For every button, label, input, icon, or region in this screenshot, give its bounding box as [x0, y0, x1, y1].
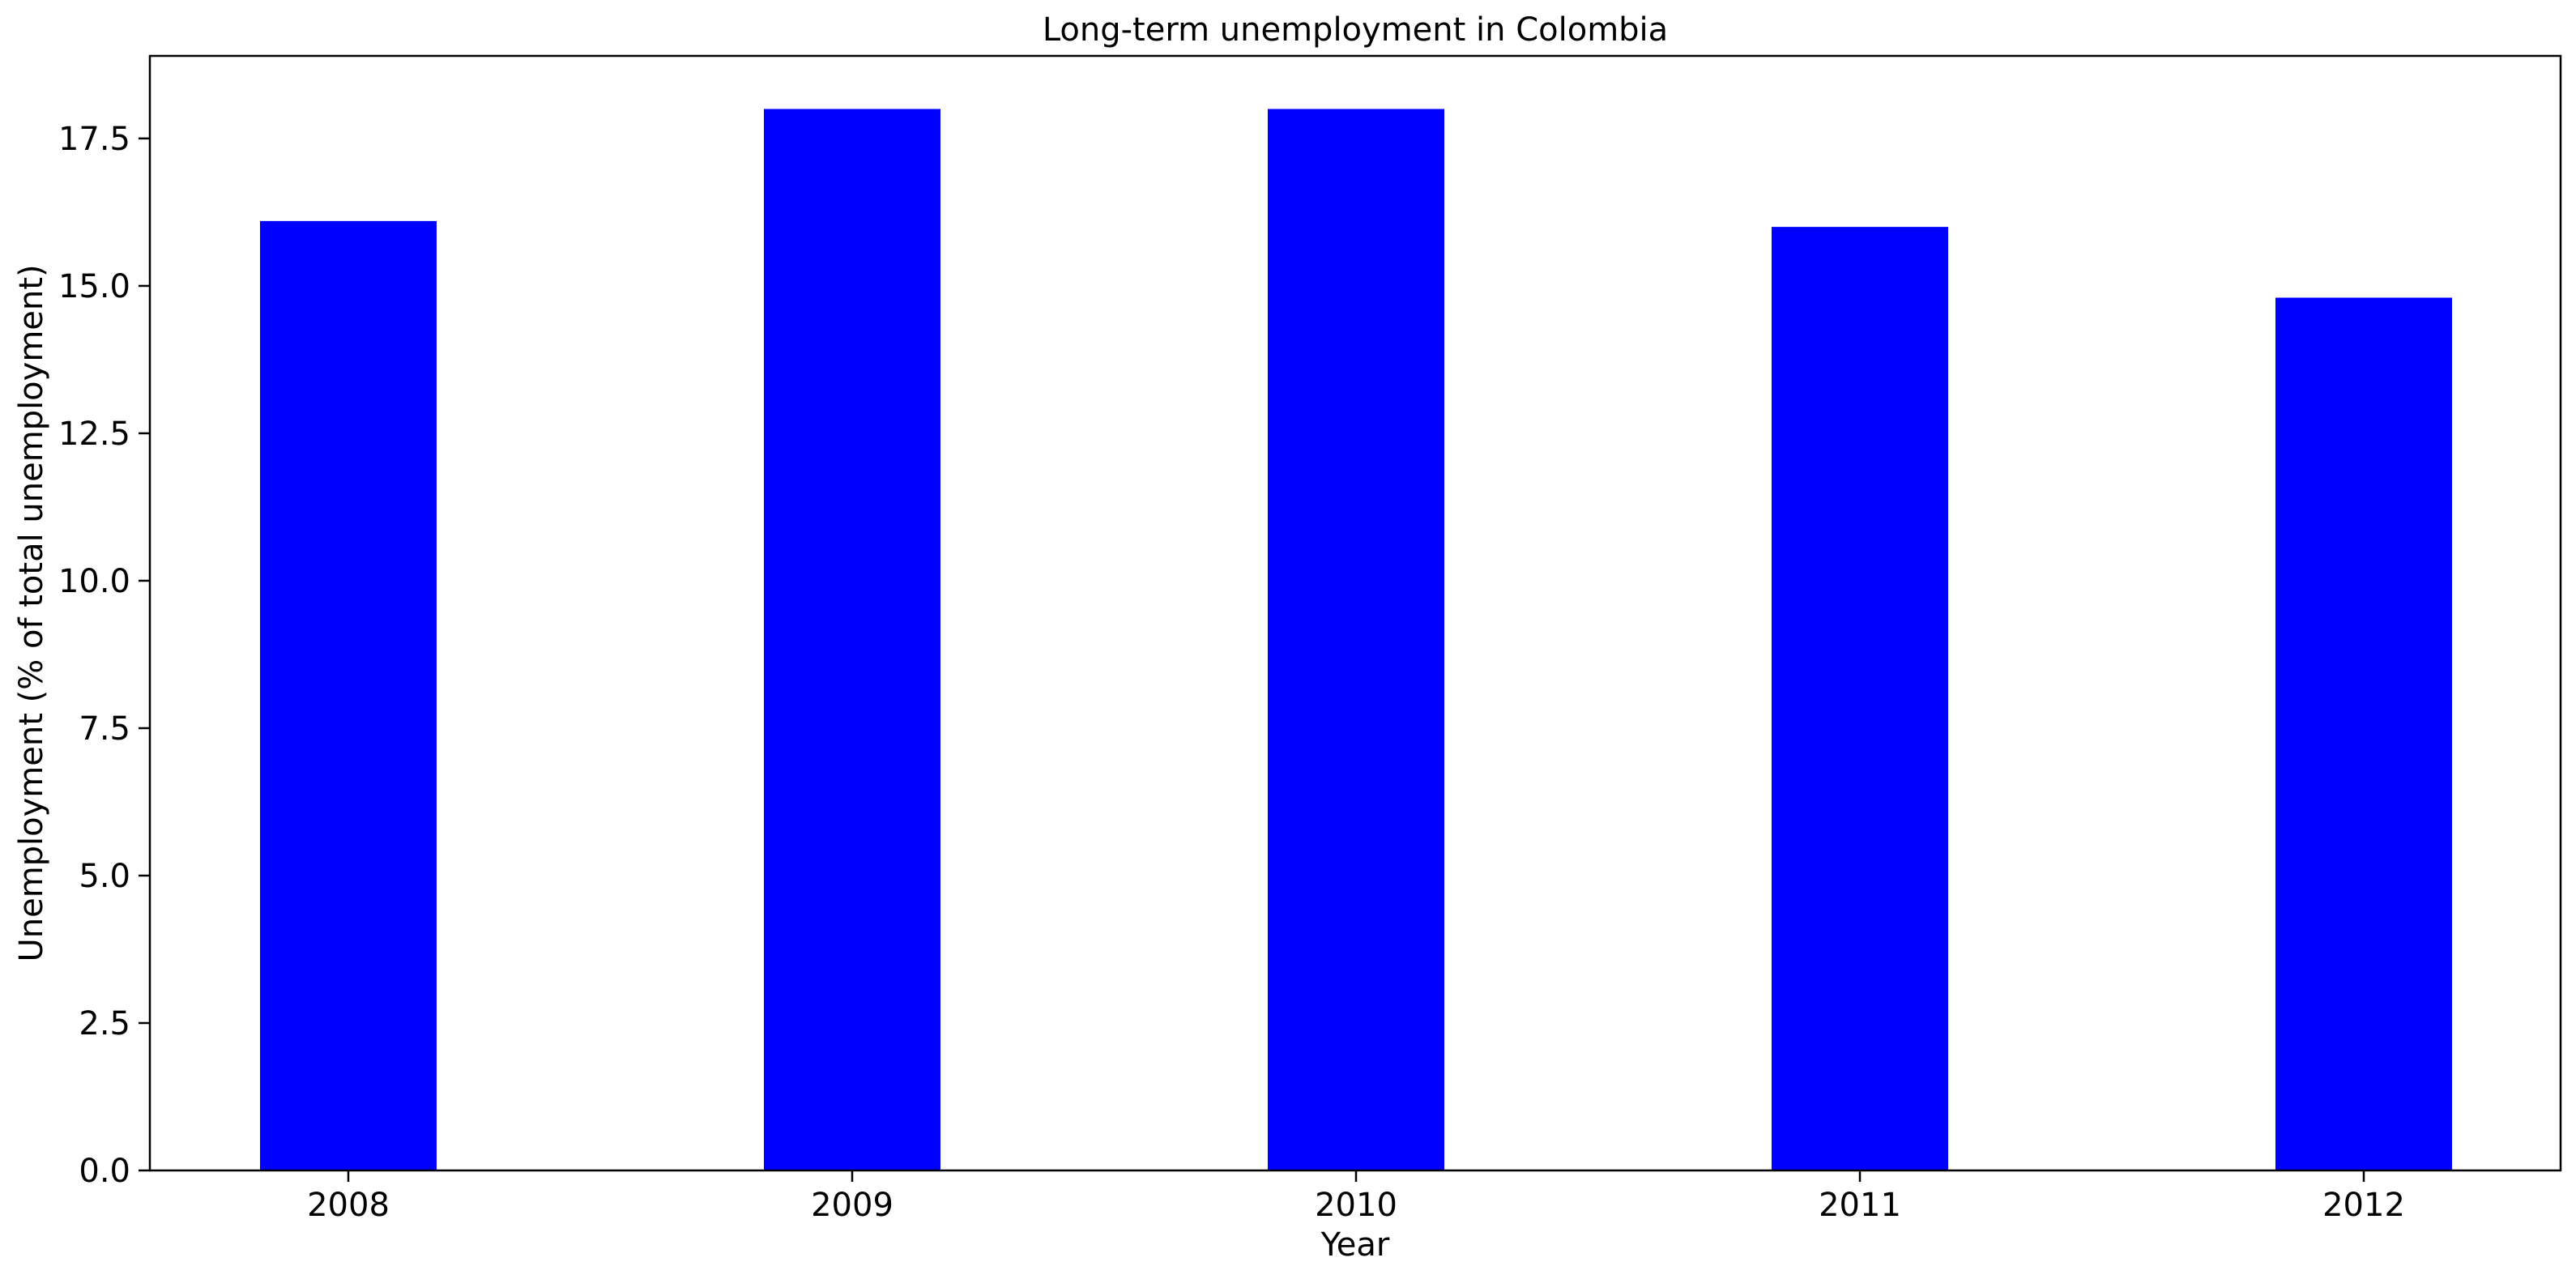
x-tick-label: 2012: [2322, 1187, 2405, 1224]
bar-2008: [260, 220, 437, 1171]
x-tick-label: 2011: [1819, 1187, 1901, 1224]
x-tick-label: 2010: [1315, 1187, 1397, 1224]
y-axis-title: Unemployment (% of total unemployment): [13, 264, 50, 961]
y-tick-label: 2.5: [79, 1005, 130, 1042]
bar-2010: [1268, 109, 1444, 1170]
y-tick-label: 17.5: [58, 121, 130, 158]
x-axis-ticks: 2008 2009 2010 2011 2012: [307, 1170, 2405, 1224]
y-tick-label: 12.5: [58, 416, 130, 453]
y-tick-label: 5.0: [79, 858, 130, 895]
y-tick-label: 7.5: [79, 710, 130, 748]
bar-2012: [2275, 297, 2452, 1171]
y-axis-ticks: 0.0 2.5 5.0 7.5 10.0 12.5 15.0 17.5: [58, 121, 150, 1190]
x-tick-label: 2009: [811, 1187, 893, 1224]
bar-2011: [1772, 227, 1948, 1170]
plot-frame: [148, 54, 2562, 1172]
y-tick-label: 10.0: [58, 563, 130, 600]
x-tick-label: 2008: [307, 1187, 390, 1224]
x-axis-title: Year: [1320, 1226, 1390, 1264]
bars-layer: [260, 109, 2452, 1171]
y-tick-label: 0.0: [79, 1153, 130, 1190]
bar-2009: [764, 109, 940, 1170]
y-tick-label: 15.0: [58, 268, 130, 305]
chart-title: Long-term unemployment in Colombia: [1043, 11, 1668, 49]
